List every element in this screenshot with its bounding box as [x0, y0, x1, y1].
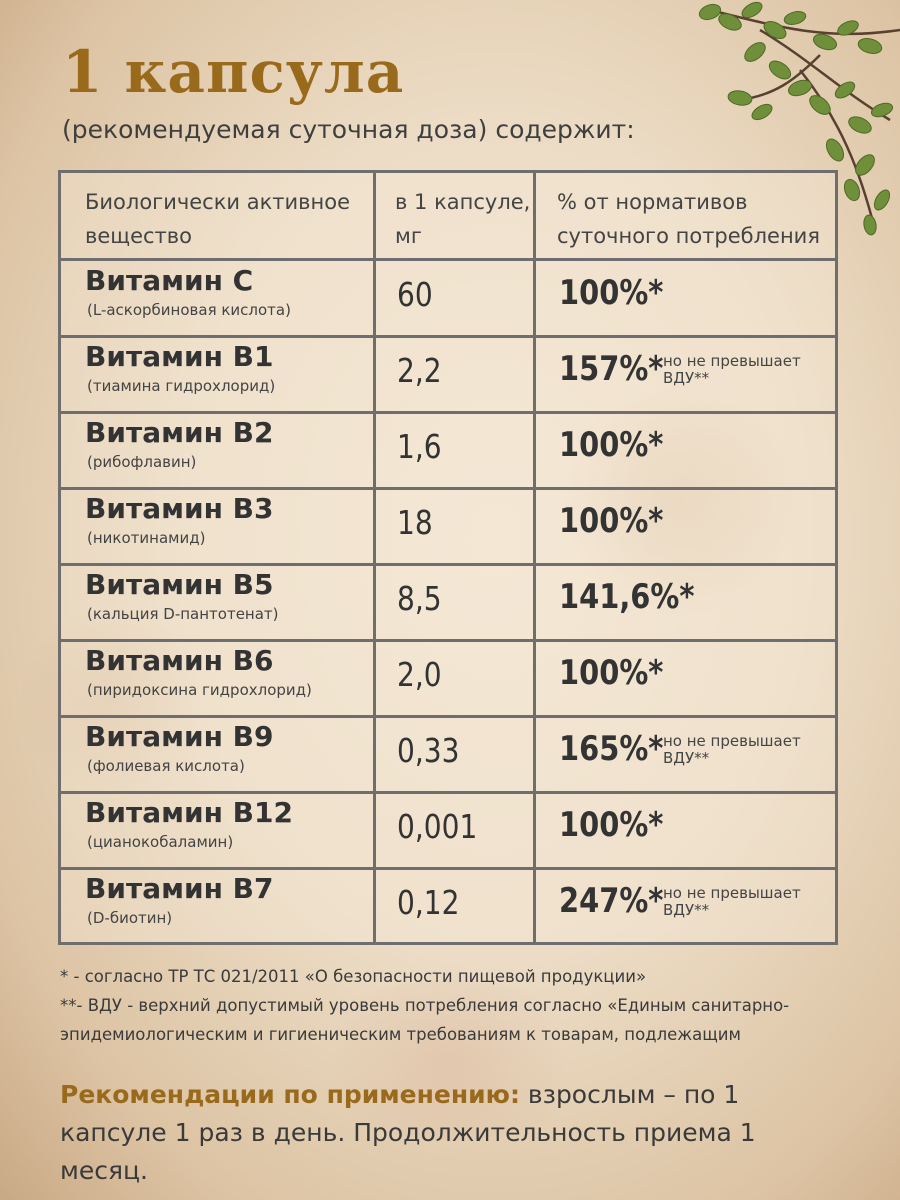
row-divider	[61, 791, 835, 794]
row-divider	[61, 335, 835, 338]
vitamin-compound: (кальция D-пантотенат)	[87, 605, 279, 623]
vitamin-compound: (рибофлавин)	[87, 453, 197, 471]
vitamin-note: но не превышает ВДУ**	[663, 884, 801, 919]
page-subtitle: (рекомендуемая суточная доза) содержит:	[62, 115, 635, 144]
vitamin-dose: 8,5	[397, 579, 442, 618]
vitamin-percent: 157%*	[559, 349, 664, 389]
vitamin-percent: 100%*	[559, 501, 664, 541]
vitamin-dose: 18	[397, 503, 433, 542]
vitamin-compound: (никотинамид)	[87, 529, 206, 547]
header-percent: % от нормативов суточного потребления	[557, 190, 820, 248]
thyme-branch-icon	[698, 1, 900, 236]
vitamin-name: Витамин С	[85, 264, 254, 297]
vitamin-name: Витамин В1	[85, 340, 274, 373]
vitamin-name: Витамин В6	[85, 644, 274, 677]
table-row: Витамин В6 (пиридоксина гидрохлорид) 2,0…	[61, 641, 835, 717]
vitamin-dose: 60	[397, 275, 433, 314]
vitamin-note: но не превышает ВДУ**	[663, 352, 801, 387]
row-divider	[61, 411, 835, 414]
column-divider	[533, 173, 536, 942]
vitamin-name: Витамин В2	[85, 416, 274, 449]
recommendation: Рекомендации по применению: взрослым – п…	[60, 1076, 840, 1190]
vitamin-percent: 100%*	[559, 425, 664, 465]
vitamin-dose: 0,33	[397, 731, 460, 770]
vitamin-percent: 100%*	[559, 273, 664, 313]
table-row: Витамин В1 (тиамина гидрохлорид) 2,2 157…	[61, 337, 835, 413]
vitamin-dose: 0,12	[397, 883, 460, 922]
row-divider	[61, 563, 835, 566]
recommendation-label: Рекомендации по применению:	[60, 1080, 520, 1109]
vitamin-compound: (L-аскорбиновая кислота)	[87, 301, 291, 319]
vitamin-compound: (пиридоксина гидрохлорид)	[87, 681, 312, 699]
vitamin-dose: 0,001	[397, 807, 478, 846]
row-divider	[61, 487, 835, 490]
header-substance: Биологически активное вещество	[85, 190, 351, 248]
header-divider	[61, 258, 835, 261]
vitamin-table: Биологически активное вещество в 1 капсу…	[58, 170, 838, 945]
vitamin-dose: 1,6	[397, 427, 442, 466]
table-row: Витамин В3 (никотинамид) 18 100%*	[61, 489, 835, 565]
vitamin-percent: 165%*	[559, 729, 664, 769]
vitamin-name: Витамин В12	[85, 796, 293, 829]
table-row: Витамин В7 (D-биотин) 0,12 247%* но не п…	[61, 869, 835, 945]
vitamin-percent: 247%*	[559, 881, 664, 921]
table-row: Витамин В12 (цианокобаламин) 0,001 100%*	[61, 793, 835, 869]
vitamin-percent: 100%*	[559, 653, 664, 693]
vitamin-note: но не превышает ВДУ**	[663, 732, 801, 767]
vitamin-dose: 2,2	[397, 351, 442, 390]
column-divider	[373, 173, 376, 942]
vitamin-compound: (цианокобаламин)	[87, 833, 234, 851]
footnote-1: * - согласно ТР ТС 021/2011 «О безопасно…	[60, 967, 647, 986]
table-row: Витамин С (L-аскорбиновая кислота) 60 10…	[61, 261, 835, 337]
header-dose: в 1 капсуле, мг	[395, 190, 531, 248]
vitamin-percent: 141,6%*	[559, 577, 695, 617]
recommendation-text: взрослым – по 1 капсуле 1 раз в день. Пр…	[60, 1080, 756, 1185]
page-title: 1 капсула	[62, 38, 405, 106]
vitamin-compound: (тиамина гидрохлорид)	[87, 377, 276, 395]
vitamin-compound: (фолиевая кислота)	[87, 757, 245, 775]
row-divider	[61, 715, 835, 718]
vitamin-compound: (D-биотин)	[87, 909, 173, 927]
table-row: Витамин В2 (рибофлавин) 1,6 100%*	[61, 413, 835, 489]
table-row: Витамин В9 (фолиевая кислота) 0,33 165%*…	[61, 717, 835, 793]
vitamin-name: Витамин В7	[85, 872, 274, 905]
vitamin-name: Витамин В5	[85, 568, 274, 601]
vitamin-name: Витамин В9	[85, 720, 274, 753]
footnote-2: **- ВДУ - верхний допустимый уровень пот…	[60, 996, 790, 1015]
vitamin-percent: 100%*	[559, 805, 664, 845]
vitamin-dose: 2,0	[397, 655, 442, 694]
row-divider	[61, 639, 835, 642]
footnote-3: эпидемиологическим и гигиеническим требо…	[60, 1025, 741, 1044]
table-row: Витамин В5 (кальция D-пантотенат) 8,5 14…	[61, 565, 835, 641]
row-divider	[61, 867, 835, 870]
vitamin-name: Витамин В3	[85, 492, 274, 525]
